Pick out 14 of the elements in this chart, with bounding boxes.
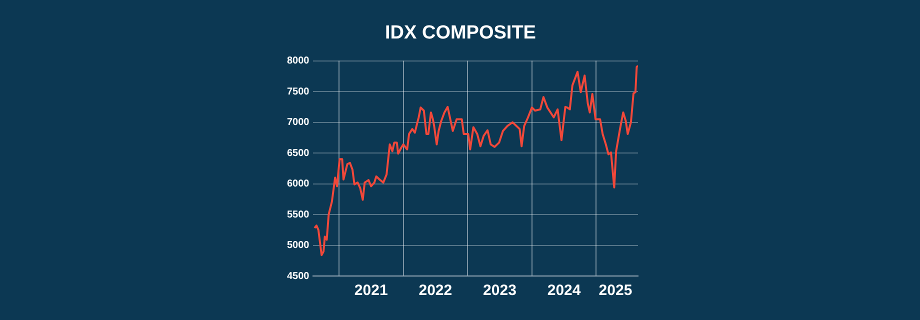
x-tick-label: 2021 — [354, 282, 388, 300]
x-tick-label: 2023 — [483, 282, 516, 300]
y-tick-label: 7500 — [286, 86, 310, 98]
y-tick-label: 5500 — [286, 209, 310, 220]
y-tick-label: 6500 — [286, 148, 310, 159]
y-tick-label: 5000 — [286, 240, 310, 252]
chart-title: IDX COMPOSITE — [385, 22, 536, 44]
y-tick-label: 8000 — [286, 56, 310, 67]
x-tick-label: 2024 — [547, 282, 582, 300]
y-tick-label: 6000 — [286, 178, 310, 190]
x-tick-label: 2025 — [598, 282, 632, 300]
y-tick-label: 4500 — [286, 270, 310, 282]
y-tick-label: 7000 — [286, 117, 310, 128]
x-tick-label: 2022 — [418, 282, 452, 300]
